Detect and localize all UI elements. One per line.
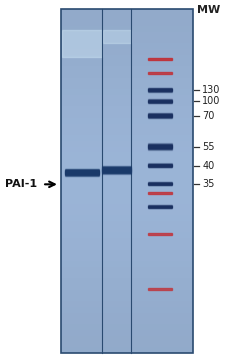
Bar [61,21,193,26]
Bar [61,186,193,192]
Bar [61,129,193,135]
Bar [61,72,193,78]
Bar [61,66,193,72]
Text: 40: 40 [202,162,215,171]
Bar [148,58,172,60]
Bar [61,9,193,353]
Bar [148,72,172,74]
Bar [61,164,193,170]
Bar [61,55,193,60]
Bar [148,233,172,235]
Bar [61,296,193,301]
Bar [148,144,172,145]
Bar [61,181,193,186]
Bar [61,152,193,158]
Bar [61,284,193,290]
Bar [61,9,193,15]
Bar [61,60,193,66]
Bar [61,38,193,43]
Bar [61,290,193,296]
Bar [61,273,193,278]
Bar [148,288,172,290]
Bar [61,336,193,341]
Bar [61,244,193,250]
Text: 55: 55 [202,142,215,152]
Bar [61,198,193,204]
Bar [61,318,193,324]
Bar [61,158,193,164]
Bar [61,141,193,147]
Bar [61,15,193,21]
Bar [61,112,193,118]
Bar [61,210,193,215]
Bar [103,30,131,43]
Text: 35: 35 [202,179,215,189]
Bar [61,89,193,95]
Bar [61,341,193,347]
Bar [61,221,193,227]
Bar [61,301,193,307]
Bar [61,32,193,38]
Bar [61,324,193,330]
Bar [61,118,193,123]
Bar [61,233,193,238]
Bar [61,250,193,255]
Bar [61,192,193,198]
Bar [148,145,172,146]
Text: 70: 70 [202,111,215,121]
Bar [61,49,193,55]
Bar [61,313,193,318]
Bar [148,147,172,148]
Bar [61,238,193,244]
Bar [61,227,193,233]
Text: MW: MW [197,5,220,15]
Bar [61,267,193,273]
Bar [148,149,172,150]
Bar [61,78,193,84]
Bar [61,84,193,89]
Bar [61,95,193,101]
Bar [61,107,193,112]
Bar [61,101,193,107]
Bar [61,170,193,175]
Bar [61,278,193,284]
Bar [148,146,172,147]
Bar [148,148,172,149]
Bar [61,26,193,32]
Bar [61,330,193,336]
Bar [61,135,193,141]
Bar [61,43,193,49]
Text: 100: 100 [202,96,221,106]
Bar [62,30,102,57]
Bar [61,215,193,221]
Bar [61,175,193,181]
Text: PAI-1: PAI-1 [5,179,37,189]
Bar [148,143,172,144]
Bar [61,255,193,261]
Bar [61,307,193,313]
Bar [61,204,193,210]
Bar [61,147,193,152]
Bar [61,261,193,267]
Bar [61,347,193,353]
Text: 130: 130 [202,85,221,95]
Bar [61,123,193,129]
Bar [148,192,172,194]
